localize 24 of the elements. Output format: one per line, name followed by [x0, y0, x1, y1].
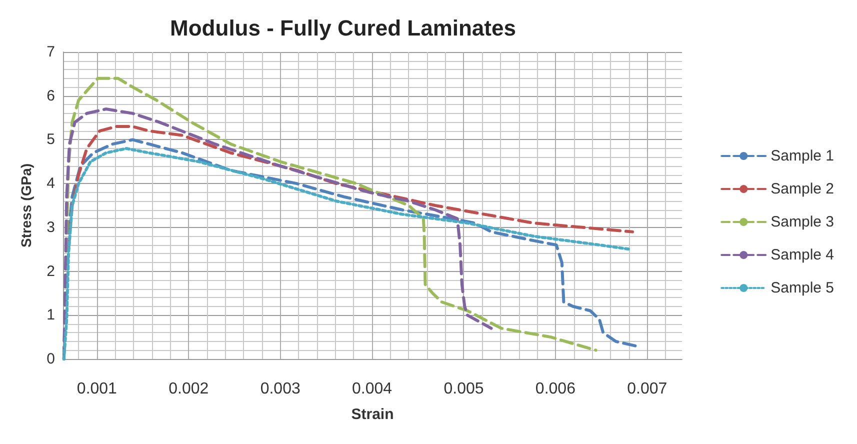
line-series — [62, 108, 493, 360]
y-tick-label: 4 — [46, 175, 55, 192]
chart-title: Modulus - Fully Cured Laminates — [170, 16, 516, 40]
y-axis-title: Stress (GPa) — [18, 163, 34, 248]
y-tick-label: 6 — [46, 87, 55, 104]
legend-label: Sample 1 — [770, 148, 834, 164]
x-tick-label: 0.007 — [627, 380, 668, 398]
x-axis-title: Strain — [351, 406, 394, 423]
x-tick-label: 0.003 — [260, 380, 300, 398]
x-tick-label: 0.005 — [444, 380, 484, 398]
y-tick-label: 3 — [46, 218, 55, 236]
x-tick-label: 0.002 — [168, 380, 209, 398]
y-tick-label: 5 — [46, 131, 55, 148]
x-tick-label: 0.001 — [76, 380, 118, 398]
legend-label: Sample 4 — [770, 246, 834, 264]
y-tick-label: 2 — [46, 262, 55, 280]
legend-label: Sample 3 — [770, 214, 834, 230]
y-tick-label: 7 — [46, 44, 55, 60]
y-tick-label: 0 — [46, 350, 55, 368]
legend-label: Sample 5 — [770, 280, 834, 296]
x-tick-label: 0.006 — [535, 380, 576, 398]
x-tick-label: 0.004 — [352, 380, 392, 398]
legend-label: Sample 2 — [770, 180, 834, 198]
y-tick-label: 1 — [46, 306, 55, 324]
